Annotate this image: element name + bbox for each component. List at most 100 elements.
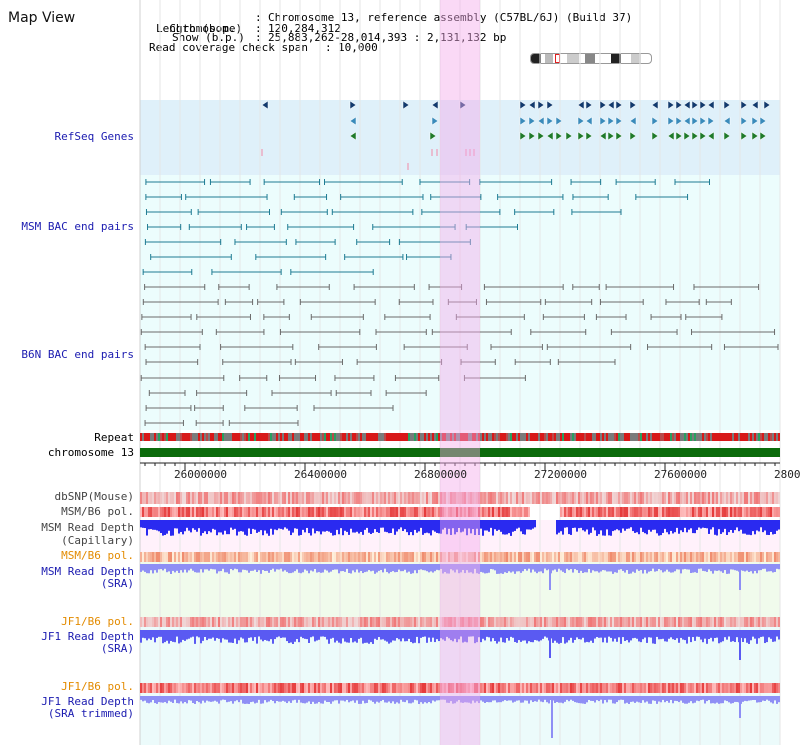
jf1-pol-cell-2 xyxy=(148,683,150,693)
refseq-genes-label[interactable]: RefSeq Genes xyxy=(54,130,134,143)
jf1-pol-cell xyxy=(640,617,642,627)
msm-pol-cell-2 xyxy=(282,552,284,562)
msm-pol-cell xyxy=(758,507,760,517)
jf1-pol-cell-2 xyxy=(724,683,726,693)
msm-depth-sra-bar xyxy=(308,564,310,574)
msm-pol-cell xyxy=(400,507,402,517)
msm-depth-cap-bar xyxy=(414,520,416,530)
jf1-depth-trim-bar xyxy=(778,696,780,703)
msm-depth-cap-bar xyxy=(578,520,580,529)
jf1-depth-sra-bar xyxy=(726,630,728,640)
msm-pol-cell xyxy=(402,507,404,517)
msm-depth-cap-bar xyxy=(668,520,670,535)
jf1-depth-trim-label[interactable]: JF1 Read Depth xyxy=(41,695,134,708)
jf1-pol-cell xyxy=(572,617,574,627)
repeat-segment xyxy=(524,433,526,441)
jf1-depth-trim-bar xyxy=(776,696,778,704)
jf1-depth-sra-bar xyxy=(432,630,434,638)
jf1-depth-trim-bar xyxy=(598,696,600,702)
jf1-pol-cell xyxy=(338,617,340,627)
jf1-pol-cell-2 xyxy=(450,683,452,693)
msm-depth-cap-bar xyxy=(634,520,636,533)
repeat-segment xyxy=(610,433,612,441)
jf1-depth-trim-bar xyxy=(622,696,624,700)
jf1-depth-sra-bar xyxy=(710,630,712,638)
selected-region-highlight[interactable] xyxy=(440,0,480,745)
msm-depth-cap-bar xyxy=(286,520,288,529)
jf1-pol-cell xyxy=(762,617,764,627)
msm-pol-cell xyxy=(228,507,230,517)
jf1-pol-cell-2 xyxy=(640,683,642,693)
msm-pol-cell xyxy=(720,507,722,517)
msm-b6-pol-label[interactable]: MSM/B6 pol. xyxy=(61,505,134,518)
jf1-depth-trim-bar xyxy=(428,696,430,703)
jf1-pol-cell xyxy=(510,617,512,627)
msm-depth-sra-bar xyxy=(702,564,704,571)
jf1-pol-cell-2 xyxy=(380,683,382,693)
jf1-pol-cell-2 xyxy=(620,683,622,693)
jf1-depth-sra-bar xyxy=(608,630,610,637)
msm-pol-cell-2 xyxy=(218,552,220,562)
jf1-depth-sra-bar xyxy=(186,630,188,640)
msm-pol-cell xyxy=(300,507,302,517)
dbsnp-cell xyxy=(384,492,386,504)
repeat-segment xyxy=(144,433,146,441)
msm-pol-cell-2 xyxy=(552,552,554,562)
jf1-depth-trim-bar xyxy=(320,696,322,704)
repeat-segment xyxy=(474,433,476,441)
jf1-b6-pol-label[interactable]: JF1/B6 pol. xyxy=(61,615,134,628)
b6n-bac-label[interactable]: B6N BAC end pairs xyxy=(21,348,134,361)
msm-pol-cell xyxy=(208,507,210,517)
msm-depth-cap-bar xyxy=(396,520,398,532)
msm-pol-cell xyxy=(618,507,620,517)
msm-depth-sra-bar xyxy=(164,564,166,569)
msm-bac-label[interactable]: MSM BAC end pairs xyxy=(21,220,134,233)
jf1-b6-pol-label-2[interactable]: JF1/B6 pol. xyxy=(61,680,134,693)
jf1-pol-cell-2 xyxy=(554,683,556,693)
msm-pol-cell xyxy=(516,507,518,517)
msm-depth-sra-bar xyxy=(696,564,698,573)
jf1-pol-cell xyxy=(364,617,366,627)
msm-depth-cap-bar xyxy=(398,520,400,530)
jf1-pol-cell xyxy=(310,617,312,627)
dbsnp-cell xyxy=(484,492,486,504)
msm-b6-pol-label-2[interactable]: MSM/B6 pol. xyxy=(61,549,134,562)
msm-pol-cell-2 xyxy=(730,552,732,562)
jf1-pol-cell xyxy=(514,617,516,627)
repeat-segment xyxy=(400,433,402,441)
jf1-depth-sra-bar xyxy=(286,630,288,642)
msm-depth-cap-bar xyxy=(534,520,536,528)
jf1-pol-cell-2 xyxy=(444,683,446,693)
msm-pol-cell xyxy=(736,507,738,517)
jf1-pol-cell xyxy=(550,617,552,627)
jf1-pol-cell xyxy=(476,617,478,627)
msm-pol-cell-2 xyxy=(254,552,256,562)
jf1-depth-sra-label[interactable]: JF1 Read Depth xyxy=(41,630,134,643)
msm-depth-cap-bar xyxy=(764,520,766,531)
msm-depth-sra-bar xyxy=(752,564,754,574)
jf1-pol-cell xyxy=(710,617,712,627)
msm-depth-cap-bar xyxy=(502,520,504,535)
repeat-segment xyxy=(668,433,670,441)
msm-depth-cap-bar xyxy=(450,520,452,535)
repeat-segment xyxy=(718,433,720,441)
jf1-depth-sra-bar xyxy=(632,630,634,639)
msm-depth-sra-label[interactable]: MSM Read Depth xyxy=(41,565,134,578)
msm-pol-cell xyxy=(186,507,188,517)
dbsnp-label[interactable]: dbSNP(Mouse) xyxy=(54,490,134,503)
repeat-segment xyxy=(246,433,248,441)
jf1-depth-sra-bar xyxy=(736,630,738,638)
jf1-pol-cell xyxy=(526,617,528,627)
msm-pol-cell-2 xyxy=(170,552,172,562)
jf1-pol-cell-2 xyxy=(616,683,618,693)
msm-pol-cell xyxy=(382,507,384,517)
msm-depth-cap-bar xyxy=(336,520,338,530)
msm-depth-sra-bar xyxy=(254,564,256,570)
repeat-segment xyxy=(390,433,392,441)
jf1-pol-cell-2 xyxy=(656,683,658,693)
msm-depth-cap-bar xyxy=(718,520,720,530)
jf1-depth-trim-bar xyxy=(220,696,222,701)
msm-depth-capillary-label[interactable]: MSM Read Depth xyxy=(41,521,134,534)
jf1-depth-trim-bar xyxy=(508,696,510,701)
